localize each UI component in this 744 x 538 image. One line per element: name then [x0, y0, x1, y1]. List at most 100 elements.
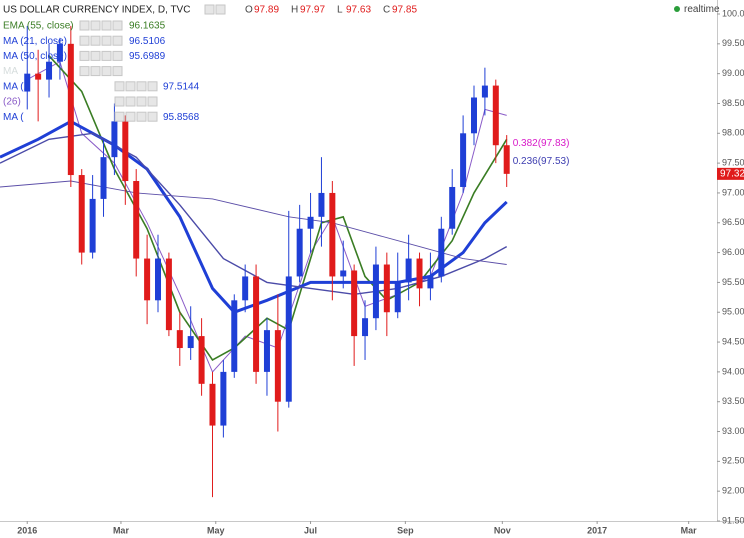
y-tick-label: 96.50	[722, 217, 744, 227]
y-tick-label: 92.50	[722, 456, 744, 466]
y-tick-label: 95.00	[722, 307, 744, 317]
candle-body	[56, 43, 63, 62]
y-tick-label: 99.00	[722, 68, 744, 78]
candle-body	[362, 318, 369, 337]
fib-label: 0.382(97.83)	[513, 138, 570, 149]
indicator-name: MA	[3, 66, 18, 77]
candle-body	[263, 330, 270, 372]
indicator-value: 97.5144	[163, 81, 200, 92]
candle-body	[383, 264, 390, 313]
legend-icon	[101, 50, 112, 61]
y-tick-label: 99.50	[722, 38, 744, 48]
x-tick-label: Mar	[681, 525, 698, 535]
legend-icon	[147, 111, 158, 122]
legend-icon	[114, 111, 125, 122]
candle-body	[372, 264, 379, 319]
indicator-name: MA (1	[3, 81, 30, 92]
candle-body	[144, 258, 151, 301]
y-tick-label: 100.00	[722, 8, 744, 18]
candle-body	[253, 276, 260, 372]
indicator-value: 95.6989	[129, 51, 166, 62]
candle-body	[318, 192, 325, 217]
candle-body	[340, 270, 347, 277]
indicator-name: (26)	[3, 97, 21, 108]
legend-icon	[147, 96, 158, 107]
y-tick-label: 94.50	[722, 336, 744, 346]
overlay: 0.382(97.83) 0.236(97.53) 97.32 US DOLLAR C…	[3, 4, 744, 180]
y-tick-label: 91.50	[722, 515, 744, 525]
candle-body	[449, 186, 456, 229]
candle-body	[438, 228, 445, 277]
legend-icon	[90, 50, 101, 61]
x-tick-label: Sep	[397, 525, 414, 535]
candle-body	[405, 258, 412, 283]
candle-body	[242, 276, 249, 301]
ohlc-label: C	[383, 5, 390, 16]
candle-body	[231, 300, 238, 372]
candle-body	[471, 97, 478, 134]
candle-body	[394, 282, 401, 313]
candle-body	[329, 192, 336, 277]
legend-icon	[90, 66, 101, 77]
x-tick-label: 2017	[587, 525, 607, 535]
ohlc-label: O	[245, 5, 253, 16]
candle-body	[187, 336, 194, 349]
legend-icon	[90, 20, 101, 31]
legend-icon	[136, 111, 147, 122]
candle-body	[155, 258, 162, 301]
candle-body	[176, 330, 183, 349]
ohlc-value: 97.89	[254, 5, 279, 16]
indicator-value: 96.1635	[129, 21, 166, 32]
x-tick-label: Nov	[494, 525, 511, 535]
legend-icon	[112, 50, 123, 61]
ohlc-label: L	[337, 5, 343, 16]
candle-body	[111, 121, 118, 158]
indicator-name: MA (21, close)	[3, 36, 67, 47]
candle-body	[296, 228, 303, 277]
candle-body	[198, 336, 205, 384]
plot	[0, 25, 510, 498]
legend-icon	[79, 66, 90, 77]
legend-icon	[79, 35, 90, 46]
candle-body	[165, 258, 172, 331]
price-tag-label: 97.32	[720, 168, 744, 179]
indicator-name: EMA (55, close)	[3, 21, 74, 32]
legend-icon	[125, 111, 136, 122]
legend-icon	[101, 20, 112, 31]
candle-body	[220, 371, 227, 426]
candle-body	[46, 61, 53, 80]
legend-icon	[112, 66, 123, 77]
y-tick-label: 98.50	[722, 98, 744, 108]
candle-body	[122, 121, 129, 182]
candle-body	[285, 276, 292, 402]
legend-icon	[112, 20, 123, 31]
candle-body	[89, 198, 96, 253]
x-tick-label: Mar	[113, 525, 130, 535]
candle-body	[481, 85, 488, 98]
candle-body	[67, 43, 74, 176]
indicator-name: MA (50, close)	[3, 51, 67, 62]
candle-body	[460, 133, 467, 187]
legend-icon	[136, 81, 147, 92]
y-tick-label: 93.00	[722, 426, 744, 436]
candle-body	[35, 73, 42, 80]
legend-icon	[114, 96, 125, 107]
y-tick-label: 93.50	[722, 396, 744, 406]
y-tick-label: 94.00	[722, 366, 744, 376]
legend-icon	[79, 20, 90, 31]
x-tick-label: Jul	[304, 525, 317, 535]
legend-icon	[125, 96, 136, 107]
legend-icon	[112, 35, 123, 46]
ohlc-value: 97.85	[392, 5, 417, 16]
x-tick-label: 2016	[17, 525, 37, 535]
y-tick-label: 96.00	[722, 247, 744, 257]
y-tick-label: 92.00	[722, 486, 744, 496]
candle-body	[78, 175, 85, 253]
legend-icon	[204, 4, 215, 15]
candle-body	[416, 258, 423, 289]
candle-body	[133, 181, 140, 259]
candle-body	[307, 216, 314, 229]
